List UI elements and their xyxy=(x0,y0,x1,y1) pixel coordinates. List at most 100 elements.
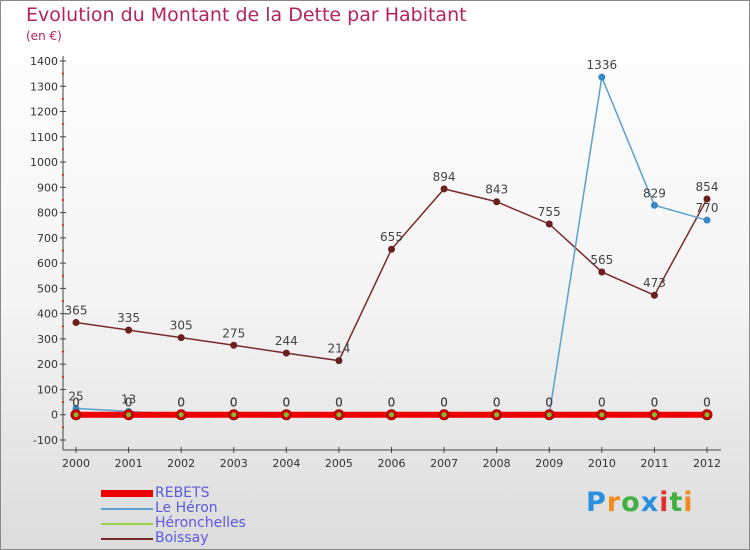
y-tick-label: 600 xyxy=(37,257,58,270)
y-minor-tick xyxy=(61,123,65,126)
data-label-boissay: 473 xyxy=(643,276,666,290)
y-tick-label: -100 xyxy=(33,434,58,447)
data-point-heronchelles-center xyxy=(283,412,289,418)
data-label-le-heron: 13 xyxy=(121,392,136,406)
data-label-boissay: 565 xyxy=(590,253,613,267)
data-label-rebets: 0 xyxy=(651,396,659,410)
data-label-le-heron: 0 xyxy=(493,396,501,410)
data-label-heronchelles: 0 xyxy=(440,396,448,410)
x-tick-label: 2000 xyxy=(62,457,90,470)
data-point-le-heron xyxy=(598,73,606,81)
y-tick-label: 300 xyxy=(37,333,58,346)
data-label-le-heron: 0 xyxy=(283,396,291,410)
data-label-heronchelles: 0 xyxy=(703,396,711,410)
y-minor-tick xyxy=(61,173,65,176)
logo-letter: x xyxy=(640,487,660,518)
data-point-boissay xyxy=(72,319,80,327)
data-label-boissay: 244 xyxy=(275,334,298,348)
data-label-le-heron: 0 xyxy=(545,396,553,410)
x-tick-label: 2009 xyxy=(535,457,563,470)
y-minor-tick xyxy=(61,325,65,328)
y-minor-tick xyxy=(61,375,65,378)
y-minor-tick xyxy=(61,72,65,75)
y-tick-label: 1400 xyxy=(30,55,58,68)
data-point-boissay xyxy=(650,291,658,299)
data-label-heronchelles: 0 xyxy=(283,396,291,410)
data-point-boissay xyxy=(335,357,343,365)
data-label-heronchelles: 0 xyxy=(388,396,396,410)
y-tick-label: 1000 xyxy=(30,156,58,169)
data-label-boissay: 365 xyxy=(65,304,88,318)
data-point-heronchelles-center xyxy=(126,412,132,418)
data-label-le-heron: 829 xyxy=(643,186,666,200)
legend-label-le-heron: Le Héron xyxy=(155,500,218,516)
y-minor-tick xyxy=(61,401,65,404)
x-tick-label: 2007 xyxy=(430,457,458,470)
data-point-boissay xyxy=(703,195,711,203)
y-tick-label: 700 xyxy=(37,232,58,245)
y-minor-tick xyxy=(61,97,65,100)
x-tick-label: 2005 xyxy=(325,457,353,470)
logo-letter: t xyxy=(669,487,684,518)
data-label-rebets: 0 xyxy=(177,396,185,410)
y-minor-tick xyxy=(61,148,65,151)
data-point-heronchelles-center xyxy=(178,412,184,418)
logo-letter: i xyxy=(659,487,670,518)
x-tick-label: 2002 xyxy=(167,457,195,470)
data-point-heronchelles-center xyxy=(494,412,500,418)
x-tick-label: 2003 xyxy=(220,457,248,470)
y-tick-label: 200 xyxy=(37,358,58,371)
y-tick-label: 800 xyxy=(37,207,58,220)
logo-letter: r xyxy=(606,487,622,518)
data-point-heronchelles-center xyxy=(704,412,710,418)
data-label-rebets: 0 xyxy=(388,396,396,410)
data-label-le-heron: 25 xyxy=(68,389,83,403)
data-point-boissay xyxy=(598,268,606,276)
data-point-heronchelles-center xyxy=(231,412,237,418)
data-label-rebets: 0 xyxy=(598,396,606,410)
data-label-heronchelles: 0 xyxy=(72,396,80,410)
legend-swatch-le-heron xyxy=(101,507,153,510)
data-point-heronchelles-center xyxy=(336,412,342,418)
y-tick-label: 0 xyxy=(51,409,58,422)
y-tick-label: 1100 xyxy=(30,131,58,144)
data-label-heronchelles: 0 xyxy=(545,396,553,410)
logo-letter: o xyxy=(621,487,641,518)
proxiti-logo: Proxiti xyxy=(586,487,694,518)
data-point-boissay xyxy=(388,245,395,253)
data-label-rebets: 0 xyxy=(545,396,553,410)
data-label-boissay: 275 xyxy=(222,326,245,340)
data-label-le-heron: 0 xyxy=(335,396,343,410)
x-tick-label: 2011 xyxy=(640,457,668,470)
x-tick-label: 2006 xyxy=(378,457,406,470)
data-label-rebets: 0 xyxy=(283,396,291,410)
data-label-heronchelles: 0 xyxy=(651,396,659,410)
y-tick-label: 400 xyxy=(37,308,58,321)
legend-swatch-rebets xyxy=(101,490,153,497)
data-point-boissay xyxy=(440,185,448,193)
data-point-boissay xyxy=(545,220,553,228)
data-label-heronchelles: 0 xyxy=(598,396,606,410)
data-label-boissay: 843 xyxy=(485,183,508,197)
data-point-le-heron xyxy=(650,201,658,209)
data-label-heronchelles: 0 xyxy=(230,396,238,410)
data-label-boissay: 755 xyxy=(538,205,561,219)
data-label-boissay: 335 xyxy=(117,311,140,325)
x-tick-label: 2004 xyxy=(272,457,300,470)
data-label-rebets: 0 xyxy=(493,396,501,410)
data-label-le-heron: 1336 xyxy=(587,58,618,72)
data-point-heronchelles-center xyxy=(441,412,447,418)
y-tick-label: 1200 xyxy=(30,106,58,119)
data-label-heronchelles: 0 xyxy=(177,396,185,410)
y-minor-tick xyxy=(61,224,65,227)
data-point-boissay xyxy=(230,341,238,349)
data-point-le-heron xyxy=(703,216,711,224)
data-point-heronchelles-center xyxy=(73,412,79,418)
data-point-heronchelles-center xyxy=(599,412,605,418)
data-label-le-heron: 0 xyxy=(230,396,238,410)
data-label-heronchelles: 0 xyxy=(125,396,133,410)
x-tick-label: 2001 xyxy=(115,457,143,470)
data-label-boissay: 305 xyxy=(170,319,193,333)
x-tick-label: 2008 xyxy=(483,457,511,470)
